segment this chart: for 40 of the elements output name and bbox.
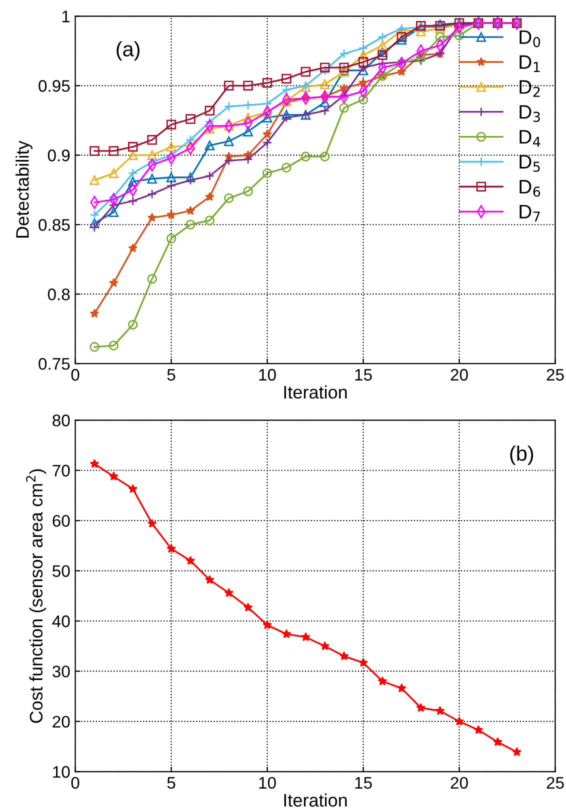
y-tick-label: 0.75 [38,358,70,370]
y-tick-label: 70 [52,464,70,477]
y-tick-label: 80 [52,414,70,426]
x-tick-label: 5 [167,777,176,789]
y-tick-label: 20 [52,716,70,728]
annotation: (b) [510,446,534,466]
x-tick-label: 10 [259,368,276,381]
y-tick-label: 1 [62,10,70,22]
x-axis-title: Iteration [284,793,347,807]
y-axis-title: Detectability [16,140,32,238]
legend-label: D$_{1}$ [520,55,540,72]
y-axis-title: Cost function (sensor area cm$^{2}$) [26,469,46,723]
x-tick-label: 25 [546,776,564,789]
y-tick-label: 0.8 [48,288,70,300]
legend-label: D$_{4}$ [520,130,540,147]
legend-label: D$_{5}$ [520,155,540,172]
y-tick-label: 60 [52,514,70,527]
y-tick-label: 10 [53,766,70,778]
x-tick-label: 20 [450,368,468,381]
x-tick-label: 10 [259,776,276,789]
legend-label: D$_{2}$ [520,80,540,97]
y-tick-label: 0.85 [38,219,70,231]
annotation: (a) [116,41,140,61]
x-tick-label: 25 [546,368,564,381]
legend-label: D$_{3}$ [520,105,540,122]
x-tick-label: 20 [450,776,468,789]
x-tick-label: 0 [71,776,80,789]
x-tick-label: 5 [167,369,176,381]
y-tick-label: 0.95 [38,80,70,92]
y-tick-label: 0.9 [48,150,70,162]
x-tick-label: 0 [71,368,80,381]
legend-label: D$_{0}$ [520,30,540,48]
y-tick-label: 50 [52,565,70,577]
x-axis-title: Iteration [284,385,347,399]
x-tick-label: 15 [355,369,372,381]
legend-label: D$_{7}$ [520,204,540,222]
x-tick-label: 15 [355,777,372,789]
y-tick-label: 40 [52,615,70,628]
y-tick-label: 30 [52,666,70,678]
legend-label: D$_{6}$ [520,180,540,197]
